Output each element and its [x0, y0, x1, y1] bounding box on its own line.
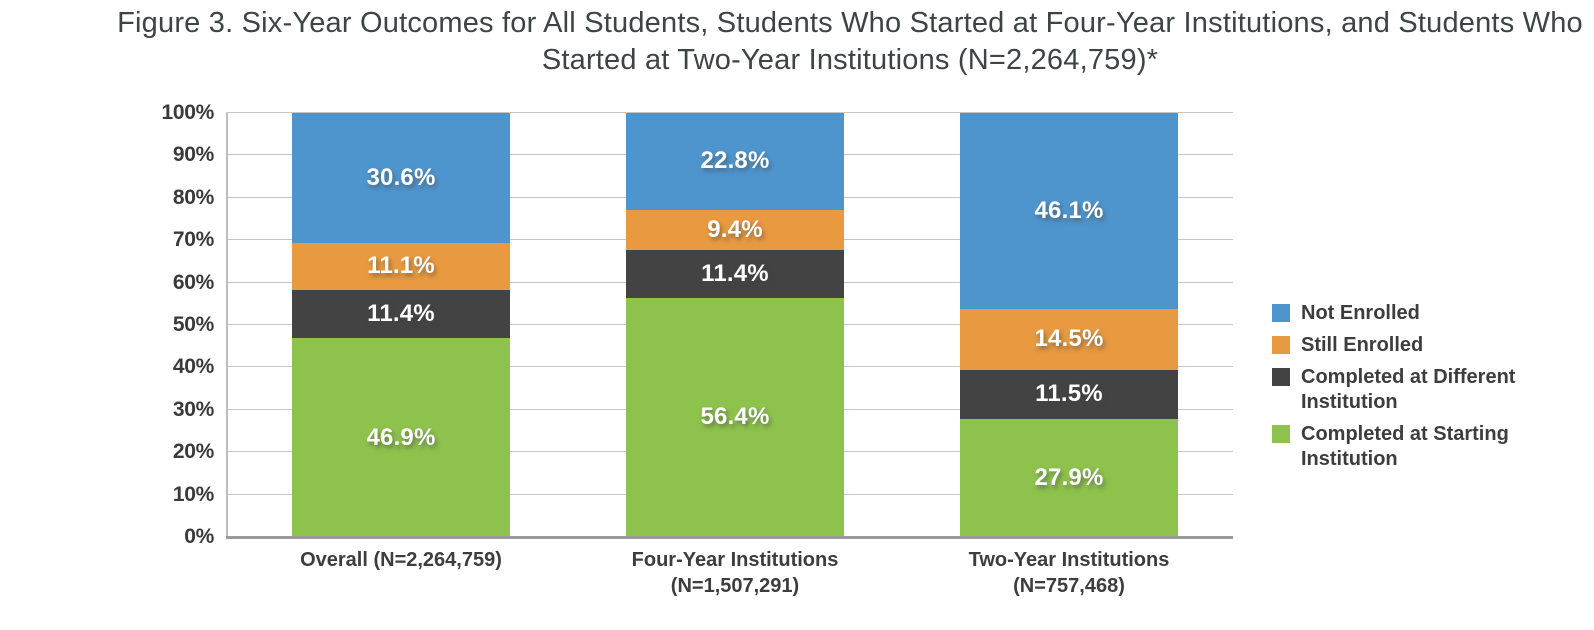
segment-value-label: 11.4%: [701, 259, 769, 287]
x-axis-line: [226, 536, 1233, 539]
legend-label: Completed at Different Institution: [1301, 366, 1516, 413]
bar-segment: 22.8%: [626, 113, 844, 210]
legend-item: Not Enrolled: [1272, 301, 1546, 326]
legend: Not Enrolled Still Enrolled Completed at D…: [1272, 301, 1546, 472]
y-tick-label: 60%: [172, 270, 214, 294]
x-axis-label: Four-Year Institutions (N=1,507,291): [575, 547, 895, 599]
x-axis-label: Two-Year Institutions (N=757,468): [909, 547, 1229, 599]
bar: 46.9% 11.4% 11.1% 30.6%: [292, 113, 510, 537]
bar-segment: 46.9%: [292, 338, 510, 537]
bar-segment: 11.1%: [292, 242, 510, 290]
legend-item: Completed at Different Institution: [1272, 365, 1546, 415]
segment-value-label: 14.5%: [1034, 325, 1104, 353]
chart-title-line-2: Started at Two-Year Institutions (N=2,26…: [541, 44, 1159, 76]
y-tick-label: 30%: [172, 397, 214, 421]
y-tick-label: 70%: [172, 228, 214, 252]
y-tick-label: 10%: [172, 482, 214, 506]
bar: 27.9% 11.5% 14.5% 46.1%: [960, 113, 1178, 537]
bar-segment: 11.5%: [960, 369, 1178, 419]
segment-value-label: 11.5%: [1035, 380, 1103, 408]
x-axis-label-line: (N=1,507,291): [670, 575, 800, 597]
plot-area: 0% 10% 20% 30% 40% 50% 60% 70% 80% 90% 100% 46.9% 11…: [161, 101, 1233, 597]
chart-title-line-1: Figure 3. Six-Year Outcomes for All Stud…: [117, 7, 1583, 39]
legend-label: Completed at Starting Institution: [1301, 423, 1509, 470]
legend-swatch: [1272, 425, 1290, 443]
legend-item: Still Enrolled: [1272, 333, 1546, 358]
bar-segment: 11.4%: [292, 289, 510, 339]
bar-segment: 46.1%: [960, 113, 1178, 309]
segment-value-label: 46.1%: [1034, 196, 1104, 224]
segment-value-label: 9.4%: [707, 215, 763, 243]
legend-swatch: [1272, 368, 1290, 386]
bar-segment: 14.5%: [960, 308, 1178, 370]
y-tick-label: 40%: [172, 355, 214, 379]
bar-segment: 30.6%: [292, 113, 510, 243]
y-tick-label: 50%: [172, 313, 214, 336]
legend-label: Not Enrolled: [1301, 302, 1420, 324]
segment-value-label: 11.4%: [367, 299, 435, 327]
bar-segment: 9.4%: [626, 209, 844, 250]
gridline: [226, 112, 1233, 113]
legend-item: Completed at Starting Institution: [1272, 422, 1546, 472]
bar-segment: 11.4%: [626, 249, 844, 298]
bar-segment: 27.9%: [960, 418, 1178, 537]
segment-value-label: 27.9%: [1034, 463, 1104, 491]
segment-value-label: 56.4%: [700, 403, 770, 431]
bar: 56.4% 11.4% 9.4% 22.8%: [626, 113, 844, 537]
bar-segment: 56.4%: [626, 297, 844, 537]
segment-value-label: 11.1%: [367, 252, 435, 280]
segment-value-label: 46.9%: [366, 423, 436, 451]
x-axis-label-line: Four-Year Institutions: [631, 549, 839, 571]
x-axis-label-line: (N=757,468): [1013, 575, 1125, 597]
y-tick-label: 0%: [184, 525, 214, 548]
x-axis-label-line: Overall (N=2,264,759): [300, 549, 502, 571]
y-tick-label: 20%: [172, 440, 214, 464]
legend-swatch: [1272, 304, 1290, 322]
x-axis-label: Overall (N=2,264,759): [241, 547, 561, 573]
y-tick-label: 80%: [172, 185, 214, 209]
y-tick-label: 90%: [172, 143, 214, 167]
segment-value-label: 30.6%: [366, 163, 436, 191]
legend-label: Still Enrolled: [1301, 334, 1424, 356]
x-axis-label-line: Two-Year Institutions: [968, 549, 1170, 571]
y-axis-line: [226, 113, 228, 537]
legend-swatch: [1272, 336, 1290, 354]
y-tick-label: 100%: [161, 101, 214, 124]
chart-title: Figure 3. Six-Year Outcomes for All Stud…: [20, 5, 1594, 79]
segment-value-label: 22.8%: [700, 147, 770, 175]
